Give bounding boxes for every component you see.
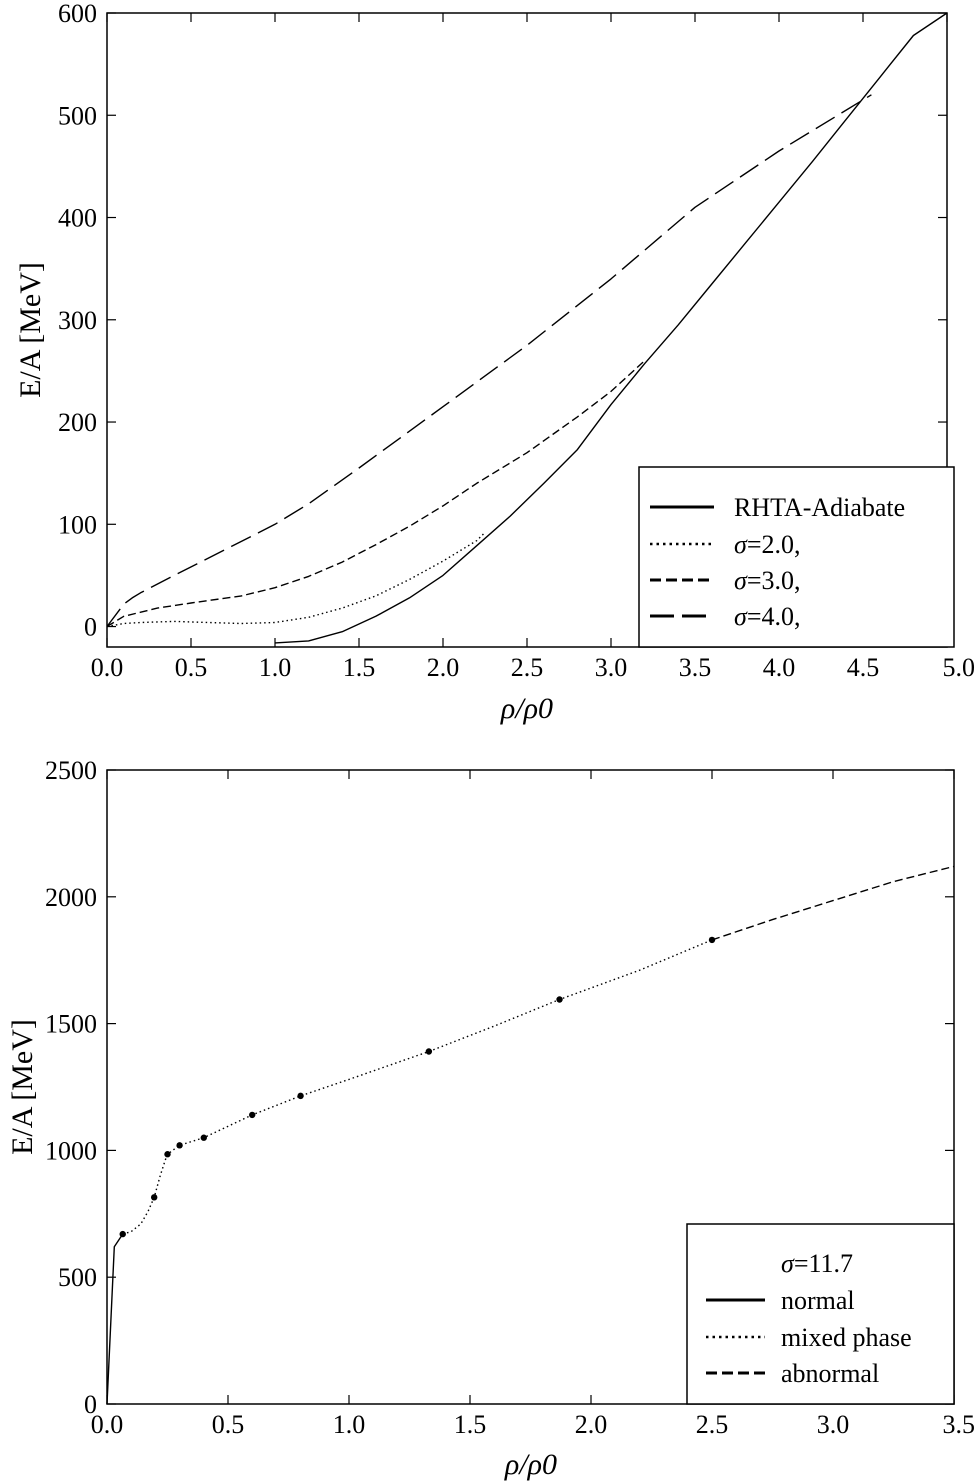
bottom-y-tick-label: 1500 (45, 1010, 97, 1039)
bottom-data-point (150, 1194, 158, 1201)
bottom-x-tick-label: 1.0 (333, 1410, 366, 1439)
bottom-data-point (249, 1111, 256, 1119)
top-y-tick-label: 300 (58, 306, 97, 335)
bottom-y-tick-label: 500 (58, 1263, 97, 1292)
top-legend-label-sigma-4: σ=4.0, (734, 602, 801, 631)
bottom-series-line-0 (106, 1233, 124, 1405)
bottom-y-tick-label: 2500 (45, 756, 97, 785)
bottom-legend-label-mixed: mixed phase (781, 1323, 912, 1352)
bottom-legend-title: σ=11.7 (781, 1249, 853, 1278)
bottom-series (106, 865, 955, 1405)
top-ticks: 0.0 0.5 1.0 1.5 2.0 2.5 3.0 3.5 4.0 4.5 5.0 0 100 200… (58, 0, 975, 682)
bottom-data-point (200, 1134, 207, 1141)
top-x-tick-label: 0.0 (91, 653, 124, 682)
top-legend-label-sigma-2: σ=2.0, (734, 530, 801, 559)
top-legend: RHTA-Adiabate σ=2.0, σ=3.0, σ=4.0, (638, 466, 955, 648)
bottom-chart: 0.0 0.5 1.0 1.5 2.0 2.5 3.0 3.5 0 500 1000 1500 2000… (6, 756, 975, 1481)
top-series-line-3 (106, 94, 872, 627)
bottom-data-point (708, 936, 716, 944)
bottom-ticks: 0.0 0.5 1.0 1.5 2.0 2.5 3.0 3.5 0 500 1000 1500 2000… (45, 756, 975, 1439)
bottom-data-point (425, 1048, 433, 1055)
top-series (106, 12, 948, 644)
top-y-tick-label: 400 (58, 204, 97, 233)
top-series-line-0 (274, 12, 948, 644)
bottom-x-tick-label: 0.0 (91, 1410, 124, 1439)
bottom-y-tick-label: 0 (84, 1390, 97, 1419)
bottom-legend-label-normal: normal (781, 1286, 855, 1315)
top-y-tick-label: 0 (84, 613, 97, 642)
bottom-plot-frame (106, 769, 955, 1405)
bottom-x-tick-label: 2.0 (575, 1410, 608, 1439)
bottom-y-tick-label: 2000 (45, 883, 97, 912)
top-legend-label-rhta: RHTA-Adiabate (734, 493, 905, 522)
bottom-x-tick-label: 2.5 (696, 1410, 729, 1439)
bottom-legend: σ=11.7 normal mixed phase abnormal (686, 1223, 955, 1405)
top-y-axis-title: E/A [MeV] (14, 262, 47, 398)
bottom-x-tick-label: 1.5 (454, 1410, 487, 1439)
bottom-series-line-2 (711, 865, 955, 941)
top-y-tick-label: 500 (58, 101, 97, 130)
top-x-tick-label: 1.0 (259, 653, 292, 682)
bottom-x-tick-label: 3.5 (943, 1410, 976, 1439)
bottom-x-tick-label: 3.0 (817, 1410, 850, 1439)
top-x-tick-label: 4.0 (763, 653, 796, 682)
top-x-tick-label: 2.0 (427, 653, 460, 682)
top-x-tick-label: 4.5 (847, 653, 880, 682)
top-series-line-2 (106, 360, 646, 628)
bottom-y-axis-title: E/A [MeV] (6, 1019, 39, 1155)
top-x-tick-label: 2.5 (511, 653, 544, 682)
top-x-tick-label: 1.5 (343, 653, 376, 682)
bottom-x-tick-label: 0.5 (212, 1410, 245, 1439)
bottom-legend-label-abnormal: abnormal (781, 1359, 879, 1388)
top-chart: 0.0 0.5 1.0 1.5 2.0 2.5 3.0 3.5 4.0 4.5 5.0 0 100 200… (14, 0, 975, 725)
top-x-tick-label: 5.0 (943, 653, 976, 682)
top-x-tick-label: 3.0 (595, 653, 628, 682)
bottom-x-axis-title: ρ/ρ0 (504, 1448, 557, 1481)
bottom-data-point (119, 1230, 126, 1238)
top-x-tick-label: 0.5 (175, 653, 208, 682)
bottom-data-point (297, 1092, 304, 1100)
bottom-data-point (176, 1142, 183, 1149)
top-series-line-1 (106, 531, 486, 628)
top-y-tick-label: 200 (58, 408, 97, 437)
bottom-data-point (556, 996, 563, 1003)
top-x-tick-label: 3.5 (679, 653, 712, 682)
top-y-tick-label: 100 (58, 510, 97, 539)
bottom-data-point (164, 1151, 171, 1158)
bottom-y-tick-label: 1000 (45, 1136, 97, 1165)
top-legend-label-sigma-3: σ=3.0, (734, 566, 801, 595)
top-y-tick-label: 600 (58, 0, 97, 28)
bottom-series-line-1 (122, 939, 713, 1235)
top-x-axis-title: ρ/ρ0 (500, 692, 553, 725)
bottom-markers (119, 936, 716, 1238)
